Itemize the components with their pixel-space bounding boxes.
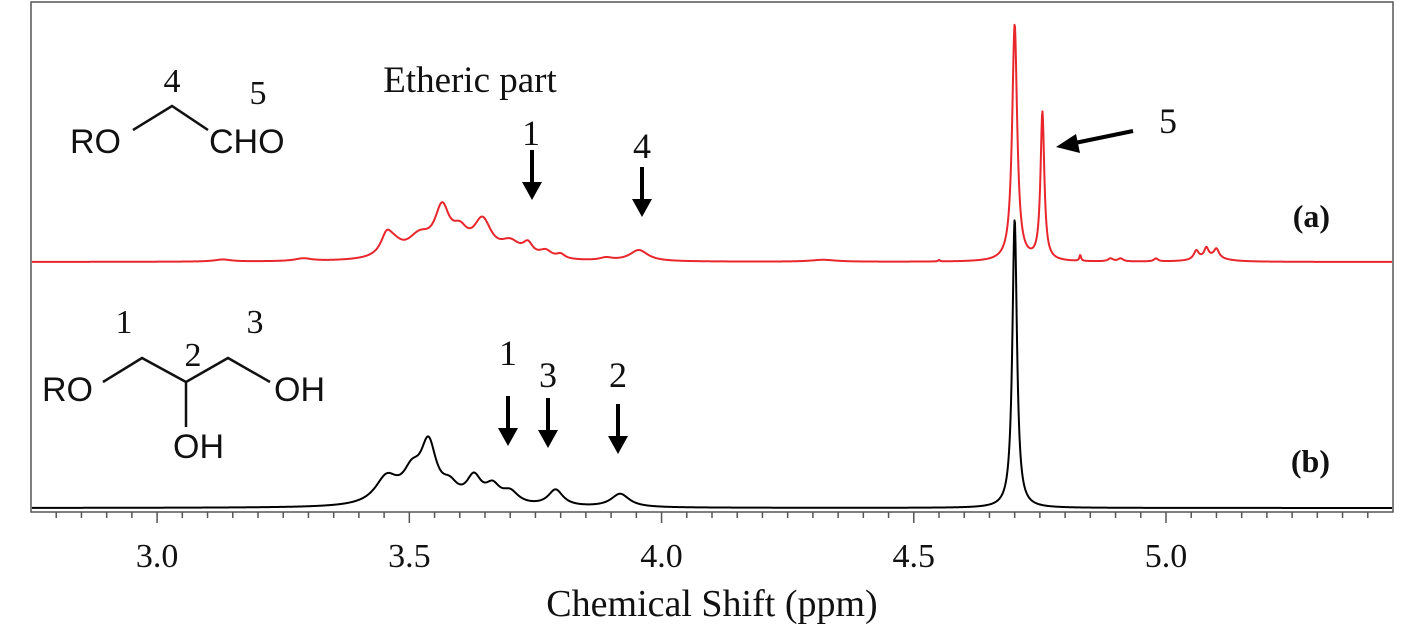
peak-label-b-3: 3 <box>539 355 557 395</box>
x-tick-label: 5.0 <box>1145 538 1188 575</box>
arrow-b-2 <box>608 404 628 454</box>
peak-label-a-4: 4 <box>633 126 651 166</box>
structure-b-site-3: 3 <box>247 304 264 341</box>
structure-a-site-5: 5 <box>250 75 267 112</box>
x-tick-label: 4.0 <box>640 538 683 575</box>
spectra <box>31 23 1393 509</box>
structure-b-site-2: 2 <box>185 337 202 374</box>
x-axis-label: Chemical Shift (ppm) <box>546 583 877 625</box>
arrow-a-5 <box>1056 129 1134 153</box>
structure-a-cho: CHO <box>209 123 285 161</box>
x-tick-label: 3.0 <box>136 538 179 575</box>
peak-label-a-1: 1 <box>522 113 540 153</box>
series-label-b: (b) <box>1291 443 1330 479</box>
structure-b-oh-bottom: OH <box>173 428 224 466</box>
peak-label-b-1: 1 <box>499 333 517 373</box>
plot-frame <box>30 1 1394 513</box>
peak-label-a-5: 5 <box>1159 101 1177 141</box>
structure-b: 1 2 3 RO OH OH <box>42 304 325 466</box>
structure-b-oh-right: OH <box>274 371 325 409</box>
etheric-part-label: Etheric part <box>383 60 557 101</box>
arrow-b-3 <box>538 398 558 448</box>
structure-a-site-4: 4 <box>164 63 181 100</box>
structure-b-ro: RO <box>42 371 93 409</box>
x-tick-label: 4.5 <box>893 538 936 575</box>
x-axis-ticks: 3.0 3.5 4.0 4.5 5.0 <box>55 512 1369 575</box>
series-label-a: (a) <box>1293 198 1330 234</box>
arrow-b-1 <box>498 396 518 446</box>
peak-label-b-2: 2 <box>609 355 627 395</box>
x-tick-label: 3.5 <box>388 538 431 575</box>
structure-a-bonds <box>132 104 209 132</box>
arrow-a-4 <box>632 167 652 217</box>
structure-b-site-1: 1 <box>116 304 133 341</box>
arrow-a-1 <box>522 150 542 200</box>
spectrum-line-b <box>31 219 1393 509</box>
structure-a-ro: RO <box>70 123 121 161</box>
structure-a: 4 5 RO CHO <box>70 63 285 161</box>
spectrum-line-a <box>31 23 1393 263</box>
